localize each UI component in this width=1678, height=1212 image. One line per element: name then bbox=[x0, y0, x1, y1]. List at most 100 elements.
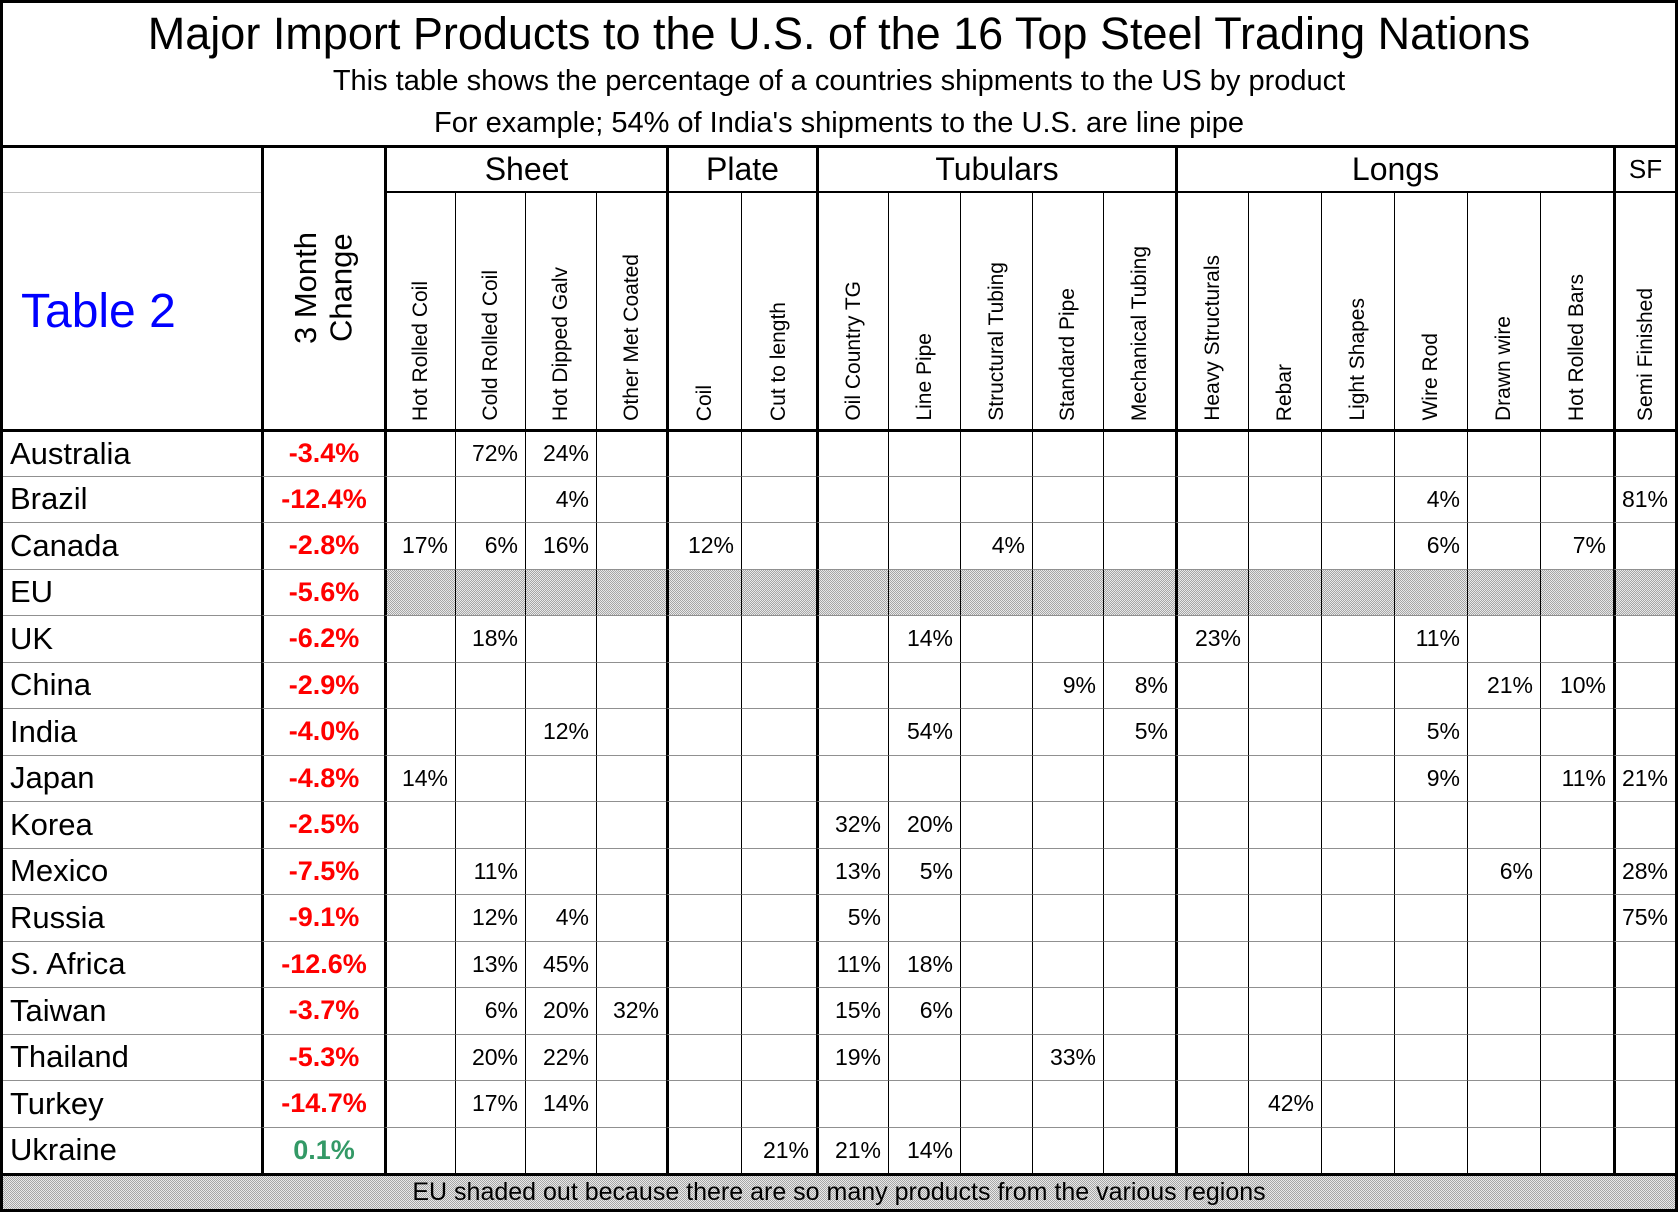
cell-korea-light-shapes bbox=[1321, 801, 1394, 848]
cell-japan-wire-rod: 9% bbox=[1394, 754, 1467, 801]
cell-russia-oil-country-tg: 5% bbox=[816, 894, 888, 941]
cell-korea-standard-pipe bbox=[1032, 801, 1103, 848]
cell-india-drawn-wire bbox=[1467, 708, 1540, 755]
cell-thailand-hot-rolled-coil bbox=[384, 1033, 455, 1080]
cell-australia-cold-rolled-coil: 72% bbox=[455, 429, 525, 476]
cell-japan-mechanical-tubing bbox=[1103, 754, 1175, 801]
cell-mexico-hot-dipped-galv bbox=[525, 847, 596, 894]
cell-india-line-pipe: 54% bbox=[888, 708, 960, 755]
country-japan: Japan bbox=[3, 754, 261, 802]
change-india: -4.0% bbox=[261, 708, 384, 755]
cell-brazil-semi-finished: 81% bbox=[1613, 475, 1675, 522]
cell-taiwan-hot-dipped-galv: 20% bbox=[525, 987, 596, 1034]
col-header-label: Light Shapes bbox=[1346, 298, 1370, 421]
cell-uk-oil-country-tg bbox=[816, 615, 888, 662]
cell-japan-hot-dipped-galv bbox=[525, 754, 596, 801]
cell-eu-wire-rod bbox=[1394, 568, 1467, 615]
cell-eu-other-met-coated bbox=[596, 568, 666, 615]
cell-korea-heavy-structurals bbox=[1175, 801, 1248, 848]
cell-india-cold-rolled-coil bbox=[455, 708, 525, 755]
cell-turkey-heavy-structurals bbox=[1175, 1080, 1248, 1127]
cell-thailand-drawn-wire bbox=[1467, 1033, 1540, 1080]
cell-russia-drawn-wire bbox=[1467, 894, 1540, 941]
cell-thailand-wire-rod bbox=[1394, 1033, 1467, 1080]
cell-eu-drawn-wire bbox=[1467, 568, 1540, 615]
cell-ukraine-line-pipe: 14% bbox=[888, 1126, 960, 1173]
cell-russia-cut-to-length bbox=[741, 894, 816, 941]
cell-uk-drawn-wire bbox=[1467, 615, 1540, 662]
change-mexico: -7.5% bbox=[261, 847, 384, 894]
cell-australia-semi-finished bbox=[1613, 429, 1675, 476]
cell-india-structural-tubing bbox=[960, 708, 1032, 755]
cell-korea-hot-dipped-galv bbox=[525, 801, 596, 848]
col-group-sf: SF bbox=[1613, 148, 1675, 193]
col-header-rebar: Rebar bbox=[1248, 193, 1321, 429]
cell-mexico-cold-rolled-coil: 11% bbox=[455, 847, 525, 894]
cell-japan-line-pipe bbox=[888, 754, 960, 801]
cell-japan-light-shapes bbox=[1321, 754, 1394, 801]
cell-ukraine-other-met-coated bbox=[596, 1126, 666, 1173]
country-korea: Korea bbox=[3, 801, 261, 848]
col-header-label: Hot Dipped Galv bbox=[549, 266, 573, 421]
import-products-table: 3 Month Change Table 2 Sheet Plate Tubulars… bbox=[3, 148, 1675, 1209]
col-header-label: Drawn wire bbox=[1492, 315, 1516, 421]
page-title: Major Import Products to the U.S. of the… bbox=[147, 8, 1531, 59]
cell-uk-heavy-structurals: 23% bbox=[1175, 615, 1248, 662]
cell-thailand-hot-rolled-bars bbox=[1540, 1033, 1613, 1080]
cell-s-africa-light-shapes bbox=[1321, 940, 1394, 987]
cell-eu-coil bbox=[666, 568, 741, 615]
cell-china-standard-pipe: 9% bbox=[1032, 661, 1103, 708]
cell-s-africa-heavy-structurals bbox=[1175, 940, 1248, 987]
cell-eu-semi-finished bbox=[1613, 568, 1675, 615]
cell-taiwan-standard-pipe bbox=[1032, 987, 1103, 1034]
cell-ukraine-cut-to-length: 21% bbox=[741, 1126, 816, 1173]
cell-ukraine-rebar bbox=[1248, 1126, 1321, 1173]
cell-taiwan-cut-to-length bbox=[741, 987, 816, 1034]
cell-russia-coil bbox=[666, 894, 741, 941]
cell-uk-cut-to-length bbox=[741, 615, 816, 662]
cell-india-standard-pipe bbox=[1032, 708, 1103, 755]
cell-eu-heavy-structurals bbox=[1175, 568, 1248, 615]
change-uk: -6.2% bbox=[261, 615, 384, 662]
cell-uk-mechanical-tubing bbox=[1103, 615, 1175, 662]
cell-s-africa-wire-rod bbox=[1394, 940, 1467, 987]
cell-japan-cut-to-length bbox=[741, 754, 816, 801]
cell-eu-rebar bbox=[1248, 568, 1321, 615]
change-taiwan: -3.7% bbox=[261, 987, 384, 1034]
cell-thailand-mechanical-tubing bbox=[1103, 1033, 1175, 1080]
cell-taiwan-structural-tubing bbox=[960, 987, 1032, 1034]
col-header-hot-dipped-galv: Hot Dipped Galv bbox=[525, 193, 596, 429]
cell-australia-hot-dipped-galv: 24% bbox=[525, 429, 596, 476]
cell-china-wire-rod bbox=[1394, 661, 1467, 708]
cell-mexico-other-met-coated bbox=[596, 847, 666, 894]
cell-turkey-rebar: 42% bbox=[1248, 1080, 1321, 1127]
col-header-label: Other Met Coated bbox=[619, 254, 643, 421]
cell-thailand-structural-tubing bbox=[960, 1033, 1032, 1080]
col-header-semi-finished: Semi Finished bbox=[1613, 193, 1675, 429]
cell-mexico-semi-finished: 28% bbox=[1613, 847, 1675, 894]
cell-korea-other-met-coated bbox=[596, 801, 666, 848]
cell-india-rebar bbox=[1248, 708, 1321, 755]
cell-eu-light-shapes bbox=[1321, 568, 1394, 615]
cell-korea-oil-country-tg: 32% bbox=[816, 801, 888, 848]
cell-russia-mechanical-tubing bbox=[1103, 894, 1175, 941]
change-header-label: 3 Month Change bbox=[288, 232, 359, 344]
country-uk: UK bbox=[3, 615, 261, 662]
cell-japan-cold-rolled-coil bbox=[455, 754, 525, 801]
cell-taiwan-line-pipe: 6% bbox=[888, 987, 960, 1034]
cell-ukraine-semi-finished bbox=[1613, 1126, 1675, 1173]
cell-korea-mechanical-tubing bbox=[1103, 801, 1175, 848]
cell-canada-cold-rolled-coil: 6% bbox=[455, 522, 525, 569]
col-header-standard-pipe: Standard Pipe bbox=[1032, 193, 1103, 429]
cell-s-africa-hot-rolled-coil bbox=[384, 940, 455, 987]
country-header-spacer bbox=[3, 148, 261, 193]
cell-s-africa-hot-dipped-galv: 45% bbox=[525, 940, 596, 987]
country-mexico: Mexico bbox=[3, 847, 261, 895]
cell-china-structural-tubing bbox=[960, 661, 1032, 708]
cell-canada-rebar bbox=[1248, 522, 1321, 569]
cell-india-oil-country-tg bbox=[816, 708, 888, 755]
cell-china-coil bbox=[666, 661, 741, 708]
cell-ukraine-structural-tubing bbox=[960, 1126, 1032, 1173]
col-header-label: Cold Rolled Coil bbox=[478, 270, 502, 421]
cell-korea-hot-rolled-bars bbox=[1540, 801, 1613, 848]
